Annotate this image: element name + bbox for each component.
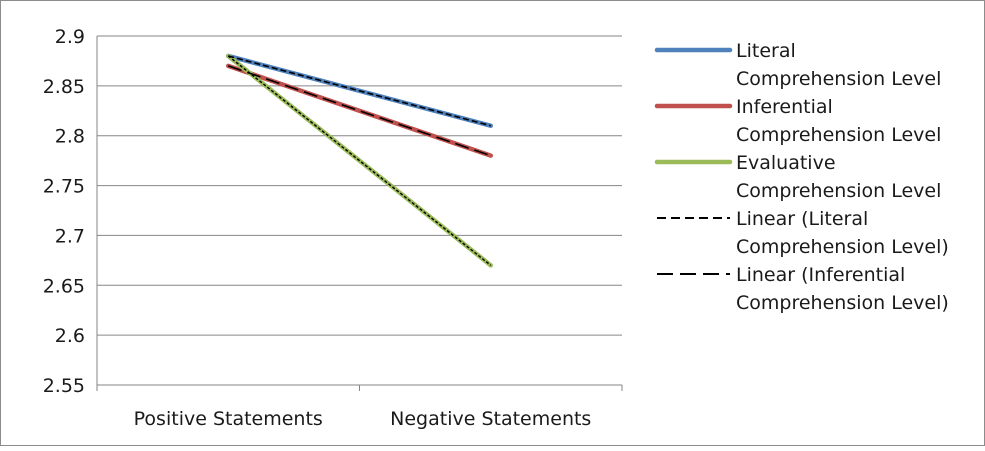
y-tick-label: 2.8 — [55, 126, 85, 148]
legend-label-line1: Linear (Inferential — [736, 264, 905, 286]
legend-label-line2: Comprehension Level — [736, 124, 941, 146]
trendline-2 — [227, 65, 492, 157]
trendline-1 — [228, 55, 491, 127]
x-tick-label: Negative Statements — [390, 408, 591, 430]
series-3-overlay — [227, 55, 492, 266]
legend-label-line2: Comprehension Level) — [736, 236, 949, 258]
x-tick-label: Positive Statements — [134, 408, 323, 430]
y-tick-label: 2.7 — [55, 225, 85, 247]
legend-label-line2: Comprehension Level) — [736, 292, 949, 314]
y-tick-label: 2.6 — [55, 325, 85, 347]
legend-label-line2: Comprehension Level — [736, 68, 941, 90]
legend-label-line2: Comprehension Level — [736, 180, 941, 202]
y-tick-label: 2.65 — [43, 275, 85, 297]
y-tick-label: 2.55 — [43, 375, 85, 397]
y-tick-label: 2.85 — [43, 76, 85, 98]
legend-label-line1: Linear (Literal — [736, 208, 868, 230]
legend-label-line1: Inferential — [736, 96, 833, 118]
legend-label-line1: Literal — [736, 40, 796, 62]
legend-label-line1: Evaluative — [736, 152, 836, 174]
y-tick-label: 2.75 — [43, 176, 85, 198]
y-tick-label: 2.9 — [55, 26, 85, 48]
